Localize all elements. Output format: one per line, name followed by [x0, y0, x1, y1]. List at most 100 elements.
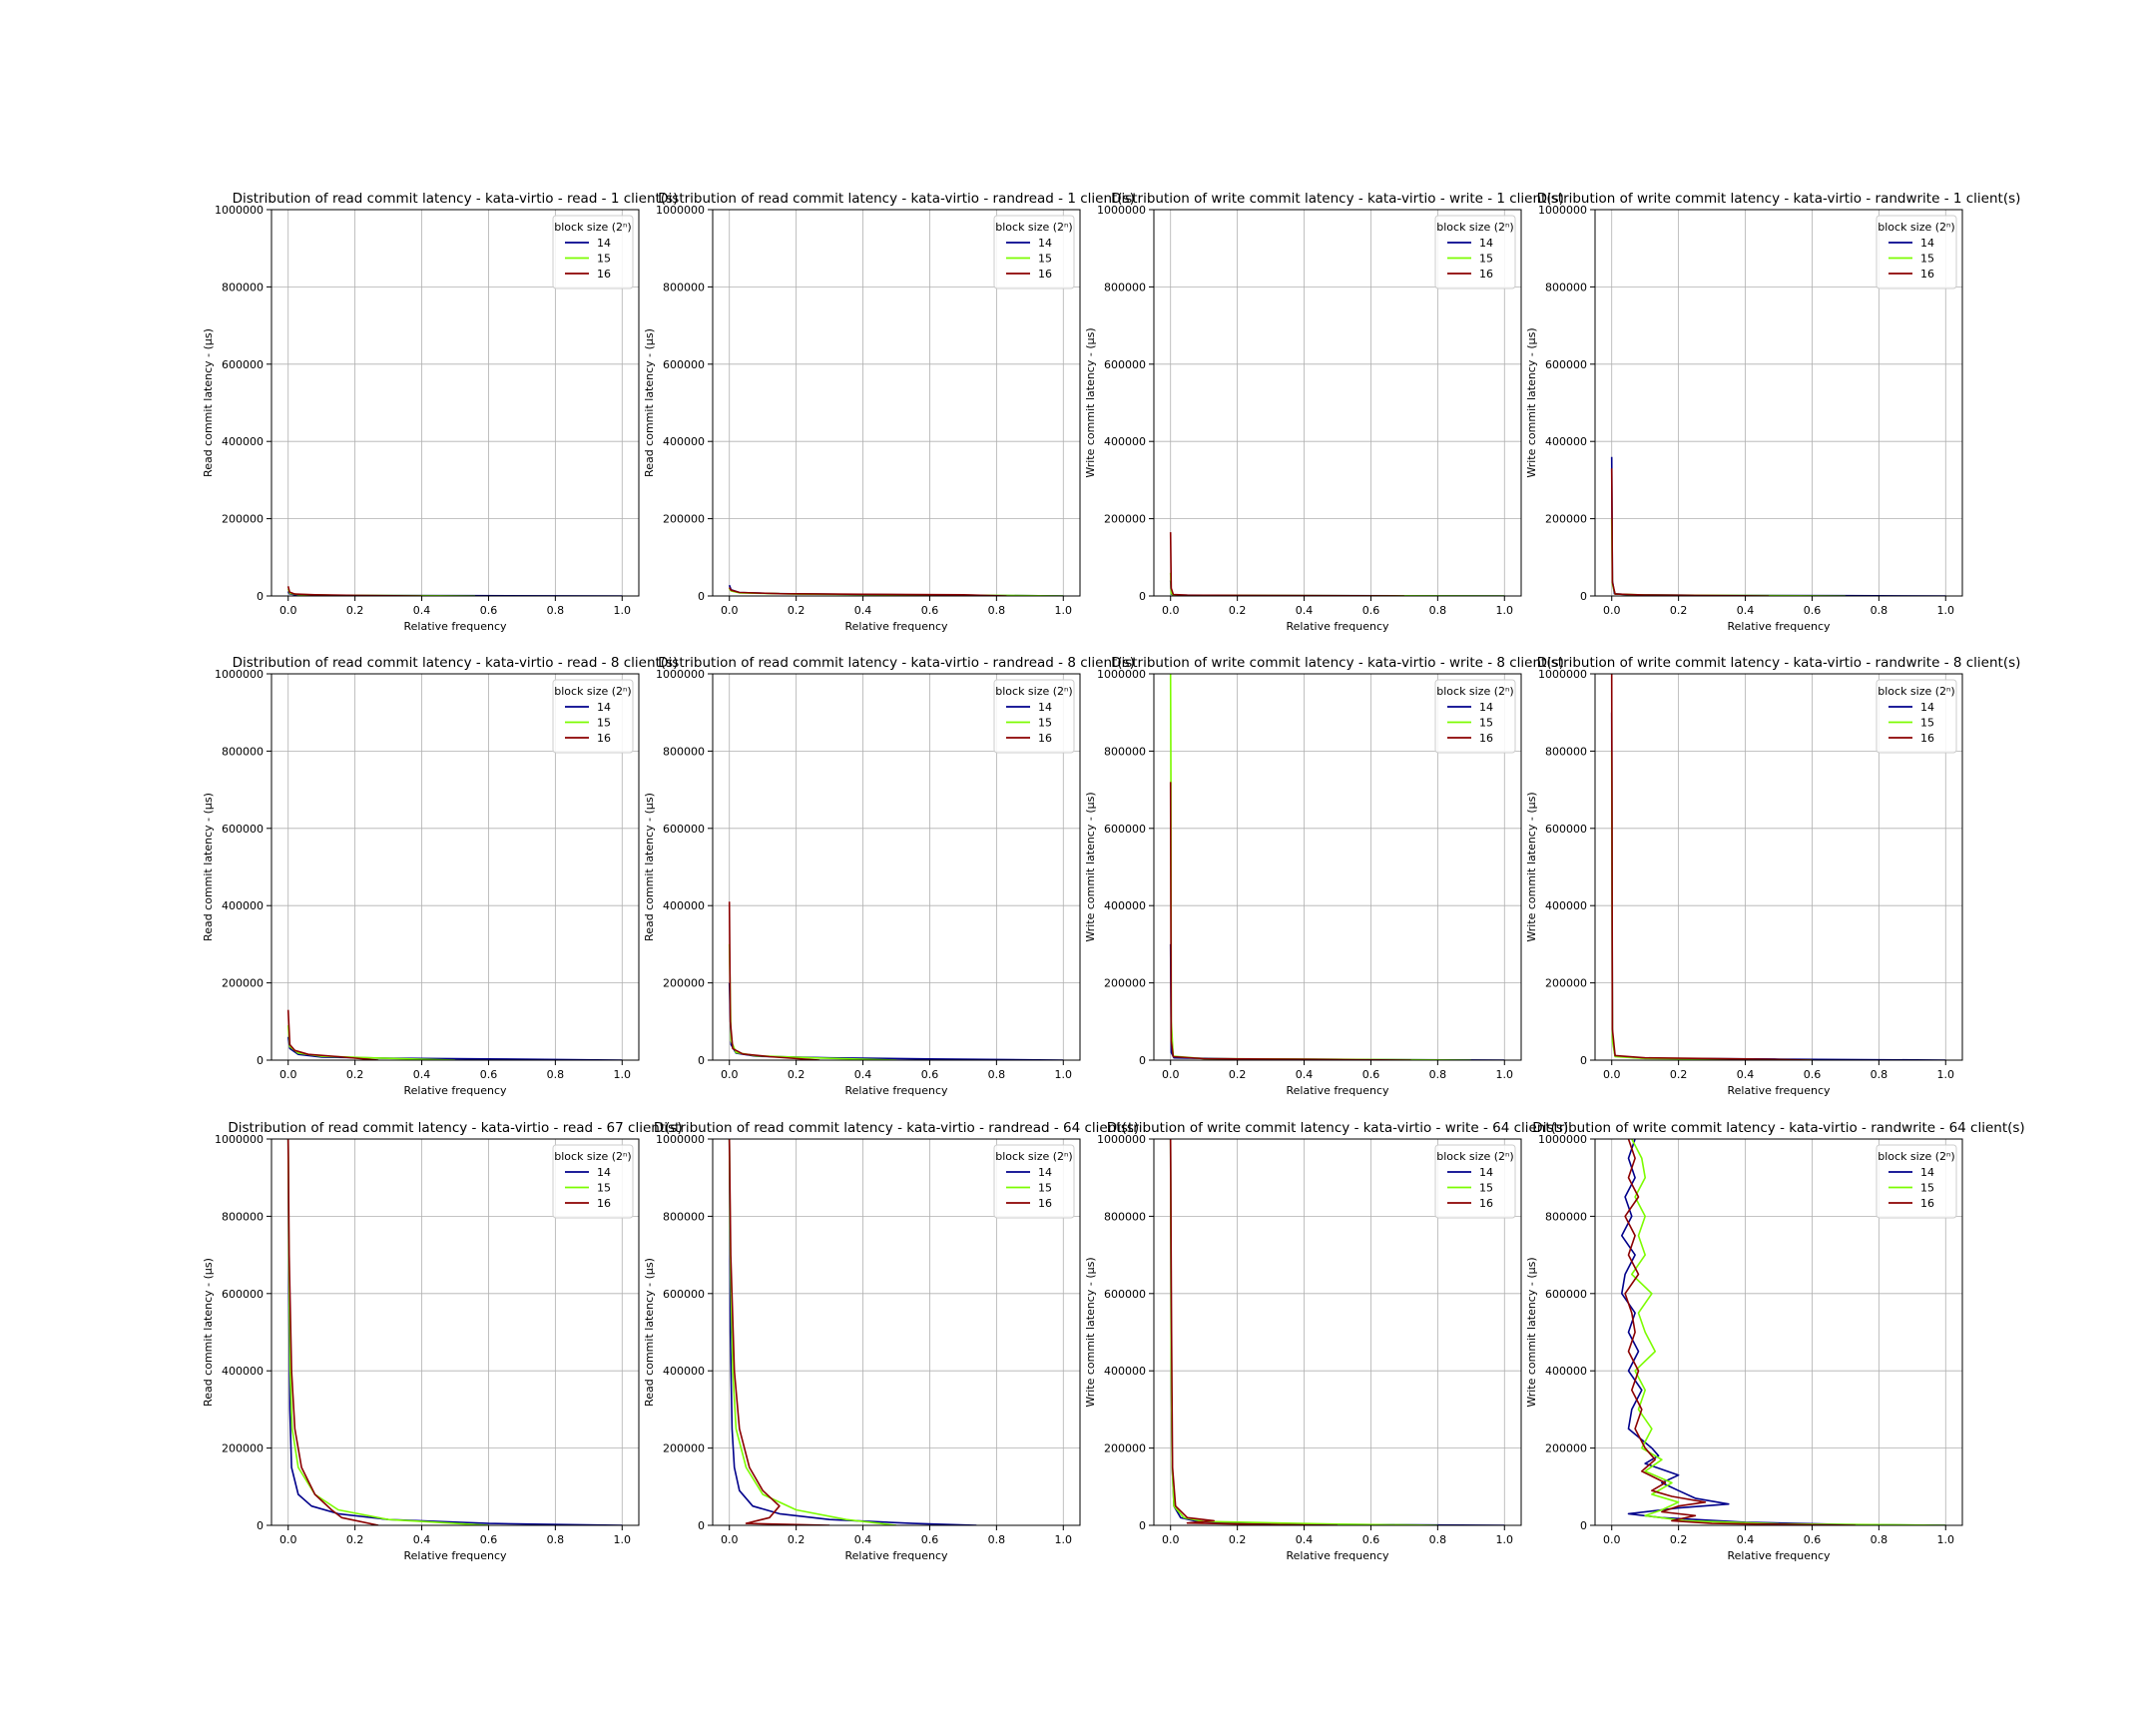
y-tick-label: 0 — [1580, 1054, 1587, 1067]
legend-title: block size (2ⁿ) — [995, 1150, 1072, 1163]
x-tick-label: 0.4 — [1296, 1533, 1314, 1546]
y-tick-label: 0 — [257, 1054, 264, 1067]
legend-label-16: 16 — [597, 732, 611, 745]
y-tick-label: 600000 — [663, 823, 705, 836]
y-tick-label: 1000000 — [215, 668, 264, 681]
x-tick-label: 0.0 — [721, 604, 739, 617]
legend-box — [1434, 679, 1516, 754]
x-tick-label: 1.0 — [614, 1068, 632, 1081]
x-tick-label: 0.8 — [988, 604, 1006, 617]
x-tick-label: 0.6 — [480, 1068, 498, 1081]
legend-title: block size (2ⁿ) — [1436, 685, 1513, 698]
legend: block size (2ⁿ) 14 15 16 — [993, 215, 1075, 289]
series-line-16 — [286, 1009, 379, 1060]
x-tick-label: 0.6 — [921, 604, 939, 617]
x-tick-label: 0.8 — [547, 604, 565, 617]
legend: block size (2ⁿ) 14 15 16 — [552, 679, 634, 754]
legend-label-15: 15 — [1920, 717, 1934, 730]
y-tick-label: 400000 — [1104, 1365, 1146, 1378]
y-tick-label: 0 — [1580, 1519, 1587, 1532]
legend-title: block size (2ⁿ) — [554, 221, 631, 234]
x-tick-label: 0.6 — [1362, 1533, 1380, 1546]
y-tick-label: 200000 — [663, 1442, 705, 1455]
legend-label-14: 14 — [1920, 237, 1934, 250]
y-tick-label: 0 — [1139, 1519, 1146, 1532]
y-tick-label: 400000 — [1545, 435, 1587, 448]
x-tick-label: 0.8 — [988, 1533, 1006, 1546]
x-axis-label: Relative frequency — [1286, 1084, 1389, 1097]
x-tick-label: 0.2 — [1670, 1533, 1688, 1546]
x-tick-label: 0.4 — [1737, 1068, 1755, 1081]
legend: block size (2ⁿ) 14 15 16 — [993, 1144, 1075, 1219]
y-tick-label: 200000 — [1104, 1442, 1146, 1455]
y-tick-label: 0 — [257, 590, 264, 603]
chart-title: Distribution of read commit latency - ka… — [658, 655, 1135, 671]
y-tick-label: 200000 — [663, 513, 705, 526]
legend-label-15: 15 — [1038, 253, 1052, 266]
y-tick-label: 400000 — [1104, 899, 1146, 912]
subplot-9: 0.0 0.2 0.4 0.6 0.8 1.0 0 200000 400000 600000 800… — [202, 1120, 683, 1562]
y-tick-label: 800000 — [1545, 745, 1587, 758]
legend-label-16: 16 — [1920, 732, 1934, 745]
plot-frame — [1153, 1138, 1522, 1526]
legend-label-15: 15 — [597, 717, 611, 730]
legend: block size (2ⁿ) 14 15 16 — [1876, 215, 1957, 289]
y-tick-label: 400000 — [1545, 899, 1587, 912]
legend-box — [993, 1144, 1075, 1219]
legend-title: block size (2ⁿ) — [1878, 221, 1954, 234]
y-axis-label: Write commit latency - (µs) — [1084, 792, 1097, 941]
x-tick-label: 0.6 — [1804, 1068, 1822, 1081]
y-axis-label: Read commit latency - (µs) — [202, 1258, 215, 1407]
y-axis-label: Read commit latency - (µs) — [202, 328, 215, 477]
legend-label-15: 15 — [1479, 717, 1493, 730]
subplot-1: 0.0 0.2 0.4 0.6 0.8 1.0 0 200000 400000 600000 800… — [202, 191, 678, 633]
legend-label-14: 14 — [1479, 1166, 1493, 1179]
y-tick-label: 200000 — [1545, 513, 1587, 526]
legend-label-16: 16 — [1038, 1197, 1052, 1210]
y-tick-label: 1000000 — [1097, 668, 1146, 681]
y-tick-label: 800000 — [222, 281, 264, 293]
legend-title: block size (2ⁿ) — [554, 685, 631, 698]
x-tick-label: 0.0 — [1603, 1533, 1621, 1546]
subplot-6: 0.0 0.2 0.4 0.6 0.8 1.0 0 200000 400000 600000 800… — [643, 655, 1135, 1097]
y-tick-label: 200000 — [663, 977, 705, 990]
y-tick-label: 200000 — [222, 513, 264, 526]
x-tick-label: 1.0 — [1937, 1533, 1955, 1546]
y-tick-label: 400000 — [663, 899, 705, 912]
x-tick-label: 0.4 — [1737, 604, 1755, 617]
x-axis-label: Relative frequency — [1286, 1549, 1389, 1562]
x-tick-label: 0.2 — [346, 1533, 364, 1546]
y-tick-label: 600000 — [222, 1288, 264, 1301]
x-tick-label: 0.2 — [346, 604, 364, 617]
y-tick-label: 800000 — [663, 281, 705, 293]
y-tick-label: 600000 — [1104, 1288, 1146, 1301]
x-tick-label: 0.2 — [788, 604, 806, 617]
y-tick-label: 800000 — [1104, 1210, 1146, 1223]
legend-label-15: 15 — [1038, 717, 1052, 730]
y-tick-label: 800000 — [1545, 1210, 1587, 1223]
legend-label-14: 14 — [597, 1166, 611, 1179]
legend: block size (2ⁿ) 14 15 16 — [993, 679, 1075, 754]
chart-title: Distribution of write commit latency - k… — [1537, 655, 2021, 671]
legend-label-14: 14 — [597, 701, 611, 714]
plot-frame — [1153, 209, 1522, 597]
x-tick-label: 0.6 — [480, 1533, 498, 1546]
x-tick-label: 0.8 — [547, 1533, 565, 1546]
y-tick-label: 600000 — [1104, 823, 1146, 836]
legend-label-16: 16 — [1920, 1197, 1934, 1210]
legend-title: block size (2ⁿ) — [554, 1150, 631, 1163]
y-tick-label: 400000 — [222, 899, 264, 912]
y-tick-label: 0 — [698, 590, 705, 603]
x-tick-label: 1.0 — [1496, 604, 1514, 617]
x-tick-label: 0.2 — [1229, 1533, 1247, 1546]
x-tick-label: 0.6 — [1362, 1068, 1380, 1081]
x-tick-label: 0.0 — [721, 1068, 739, 1081]
series-line-16 — [728, 1139, 830, 1525]
x-tick-label: 0.8 — [1871, 604, 1888, 617]
x-tick-label: 1.0 — [1055, 1533, 1073, 1546]
legend-label-14: 14 — [1038, 237, 1052, 250]
y-tick-label: 0 — [257, 1519, 264, 1532]
y-tick-label: 400000 — [222, 1365, 264, 1378]
x-tick-label: 0.4 — [413, 604, 431, 617]
series-line-16 — [728, 901, 820, 1060]
